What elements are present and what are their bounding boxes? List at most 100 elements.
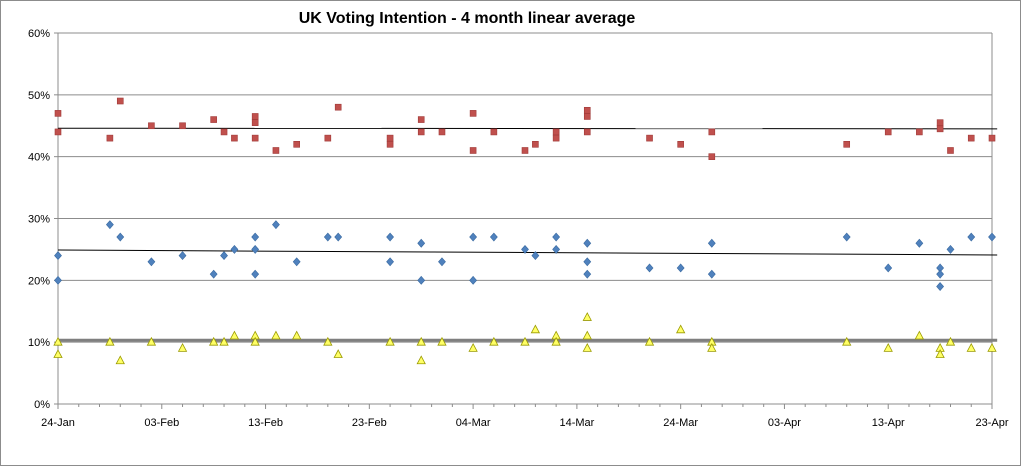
diamond-marker bbox=[230, 244, 239, 254]
diamond-marker bbox=[54, 251, 62, 261]
diamond-marker bbox=[251, 269, 260, 279]
square-marker bbox=[532, 141, 539, 148]
triangle-marker bbox=[229, 330, 240, 340]
square-marker bbox=[324, 134, 332, 142]
y-tick-label: 20% bbox=[28, 275, 50, 287]
triangle-marker bbox=[707, 343, 717, 352]
square-marker bbox=[148, 122, 155, 130]
triangle-marker bbox=[271, 330, 281, 340]
x-tick-label: 03-Apr bbox=[768, 417, 801, 429]
chart-title: UK Voting Intention - 4 month linear ave… bbox=[299, 10, 636, 27]
diamond-marker bbox=[552, 232, 561, 242]
y-tick-label: 60% bbox=[28, 28, 50, 40]
y-tick-label: 40% bbox=[28, 152, 50, 164]
diamond-marker bbox=[292, 257, 301, 267]
data-points bbox=[53, 97, 997, 365]
diamond-marker bbox=[386, 232, 394, 242]
square-marker bbox=[521, 147, 529, 154]
diamond-marker bbox=[583, 257, 592, 267]
trend-lines bbox=[57, 127, 998, 342]
square-marker bbox=[386, 134, 394, 142]
square-marker bbox=[116, 97, 124, 105]
trend-line bbox=[57, 249, 998, 256]
diamond-marker bbox=[220, 251, 228, 261]
triangle-marker bbox=[987, 343, 997, 352]
square-marker bbox=[843, 141, 851, 148]
diamond-marker bbox=[438, 257, 446, 267]
square-marker bbox=[231, 134, 238, 142]
x-tick-label: 24-Jan bbox=[41, 417, 75, 429]
triangle-marker bbox=[292, 330, 302, 340]
y-tick-label: 10% bbox=[28, 337, 50, 349]
diamond-marker bbox=[251, 232, 260, 242]
square-marker bbox=[988, 134, 996, 142]
square-marker bbox=[916, 128, 923, 136]
square-marker bbox=[293, 141, 300, 148]
diamond-marker bbox=[469, 232, 478, 242]
triangle-marker bbox=[582, 343, 592, 352]
diamond-marker bbox=[988, 232, 996, 242]
triangle-marker bbox=[53, 349, 63, 358]
triangle-marker bbox=[209, 336, 219, 346]
x-tick-label: 23-Feb bbox=[352, 417, 387, 429]
diamond-marker bbox=[967, 232, 976, 242]
square-marker bbox=[334, 103, 342, 111]
square-marker bbox=[417, 128, 425, 136]
triangle-marker bbox=[105, 336, 115, 346]
diamond-marker bbox=[251, 244, 260, 254]
triangle-marker bbox=[437, 336, 447, 346]
square-marker bbox=[417, 116, 425, 123]
triangle-marker bbox=[385, 336, 395, 346]
triangle-marker bbox=[219, 336, 229, 346]
square-marker bbox=[936, 119, 944, 126]
diamond-marker bbox=[417, 238, 426, 248]
diamond-marker bbox=[884, 263, 893, 273]
y-tick-label: 50% bbox=[28, 90, 50, 102]
triangle-marker bbox=[914, 330, 925, 340]
square-marker bbox=[251, 134, 259, 142]
diamond-marker bbox=[116, 232, 125, 242]
diamond-marker bbox=[842, 232, 851, 242]
x-tick-label: 23-Apr bbox=[975, 417, 1008, 429]
diamond-marker bbox=[583, 238, 592, 248]
diamond-marker bbox=[209, 269, 218, 279]
diamond-marker bbox=[936, 282, 945, 291]
x-tick-label: 13-Feb bbox=[248, 417, 283, 429]
diamond-marker bbox=[334, 232, 343, 242]
triangle-marker bbox=[966, 343, 976, 352]
gridlines bbox=[58, 32, 992, 343]
square-marker bbox=[210, 116, 217, 123]
square-marker bbox=[251, 113, 259, 120]
square-marker bbox=[272, 147, 280, 154]
diamond-marker bbox=[147, 257, 156, 267]
triangle-marker bbox=[582, 312, 592, 321]
diamond-marker bbox=[105, 220, 114, 230]
square-marker bbox=[708, 153, 716, 160]
square-marker bbox=[677, 141, 684, 148]
triangle-marker bbox=[676, 324, 686, 334]
diamond-marker bbox=[915, 238, 924, 248]
x-tick-label: 13-Apr bbox=[872, 417, 905, 429]
triangle-marker bbox=[468, 343, 478, 352]
diamond-marker bbox=[489, 232, 498, 242]
triangle-marker bbox=[945, 336, 956, 346]
diamond-marker bbox=[54, 275, 62, 285]
triangle-marker bbox=[177, 343, 188, 352]
square-marker bbox=[469, 147, 477, 154]
triangle-marker bbox=[582, 330, 592, 340]
square-marker bbox=[552, 134, 560, 142]
x-tick-label: 03-Feb bbox=[144, 417, 179, 429]
triangle-marker bbox=[115, 355, 125, 365]
square-marker bbox=[438, 128, 446, 136]
y-tick-label: 0% bbox=[34, 399, 50, 411]
square-marker bbox=[967, 134, 975, 142]
diamond-marker bbox=[386, 257, 394, 267]
x-tick-label: 14-Mar bbox=[559, 417, 594, 429]
diamond-marker bbox=[521, 244, 529, 254]
diamond-marker bbox=[936, 269, 945, 279]
diamond-marker bbox=[531, 251, 540, 261]
square-marker bbox=[884, 128, 892, 136]
triangle-marker bbox=[883, 343, 893, 352]
